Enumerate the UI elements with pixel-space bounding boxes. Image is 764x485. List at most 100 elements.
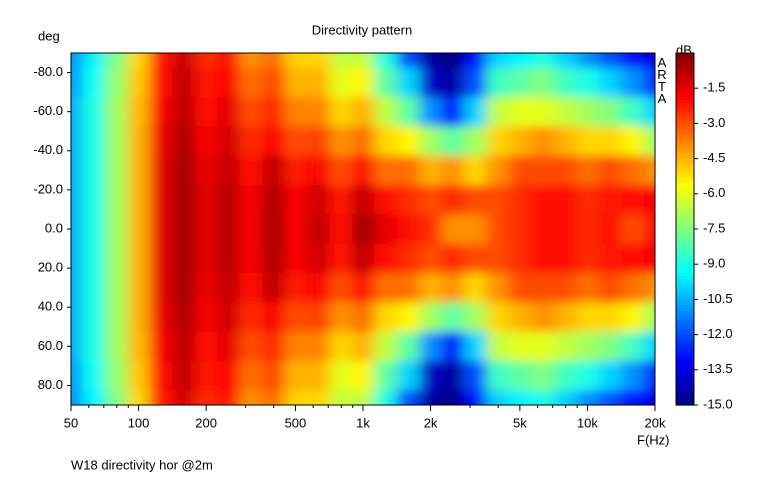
heatmap-cell [329, 67, 353, 98]
heatmap-cell [127, 302, 150, 333]
heatmap-cell [373, 273, 398, 303]
colorbar-swatch [676, 231, 694, 236]
y-tick-label: 60.0 [38, 338, 63, 353]
heatmap-cell [621, 273, 645, 303]
heatmap-cell [217, 53, 240, 69]
heatmap-cell [644, 361, 655, 391]
heatmap-cell [373, 214, 398, 245]
colorbar-swatch [676, 176, 694, 180]
heatmap-cell [217, 67, 240, 98]
heatmap-cell [463, 67, 487, 98]
y-tick-label: -60.0 [33, 103, 63, 118]
heatmap-cell [576, 126, 599, 157]
colorbar-swatch [676, 331, 694, 336]
heatmap-cell [531, 126, 555, 157]
heatmap-cell [284, 243, 308, 274]
heatmap-cell [306, 361, 331, 391]
heatmap-cell [486, 273, 510, 303]
heatmap-cell [531, 302, 555, 333]
heatmap-cell [373, 302, 398, 333]
heatmap-cell [172, 214, 196, 245]
heatmap-cell [172, 302, 196, 333]
colorbar-swatch [676, 155, 694, 160]
colorbar-swatch [676, 223, 694, 227]
heatmap-cell [441, 361, 465, 391]
heatmap-cell [531, 243, 555, 274]
heatmap-cell [82, 214, 106, 245]
heatmap-cell [306, 390, 331, 405]
heatmap-cell [576, 155, 599, 186]
heatmap-cell [329, 361, 353, 391]
colorbar-swatch [676, 64, 694, 69]
colorbar-swatch [676, 132, 694, 136]
heatmap-cell [531, 214, 555, 245]
heatmap-cell [71, 273, 83, 303]
heatmap-cell [419, 302, 442, 333]
x-tick-label: 1k [356, 415, 370, 430]
colorbar-swatch [676, 346, 694, 350]
heatmap-cell [441, 273, 465, 303]
heatmap-cell [486, 97, 510, 127]
colorbar-swatch [676, 102, 694, 107]
heatmap-cell [172, 273, 196, 303]
heatmap-cell [576, 214, 599, 245]
heatmap-cell [149, 214, 173, 245]
heatmap-cell [172, 185, 196, 215]
heatmap-cell [419, 97, 442, 127]
colorbar-swatch [676, 79, 694, 83]
heatmap-cell [644, 185, 655, 215]
heatmap-cell [127, 243, 150, 274]
colorbar-swatch [676, 190, 694, 195]
heatmap-cell [621, 185, 645, 215]
heatmap-cell [576, 67, 599, 98]
heatmap-cell [509, 126, 532, 157]
heatmap-cell [486, 155, 510, 186]
heatmap-cell [441, 97, 465, 127]
heatmap-cell [195, 273, 218, 303]
colorbar-swatch [676, 143, 694, 148]
heatmap-cell [509, 53, 532, 69]
colorbar: -1.5 -3.0 -4.5 -6.0 -7.5 -9.0 -10.5 -12.0 -13.5 -… [675, 52, 733, 411]
heatmap-cell [531, 97, 555, 127]
colorbar-swatch [676, 187, 694, 192]
colorbar-swatch [676, 85, 694, 89]
heatmap-cell [576, 243, 599, 274]
colorbar-swatch [676, 402, 694, 406]
heatmap-cell [306, 185, 331, 215]
colorbar-swatch [676, 334, 694, 339]
heatmap-cell [621, 361, 645, 391]
heatmap-cell [419, 243, 442, 274]
heatmap-cell [71, 361, 83, 391]
heatmap-cell [105, 155, 129, 186]
heatmap-cell [217, 185, 240, 215]
colorbar-swatch [676, 299, 694, 303]
heatmap-cell [217, 331, 240, 362]
heatmap-cell [352, 273, 375, 303]
heatmap-cell [554, 331, 578, 362]
heatmap-cell [82, 155, 106, 186]
colorbar-swatch [676, 164, 694, 168]
heatmap-cell [217, 214, 240, 245]
heatmap-cell [284, 53, 308, 69]
heatmap-cell [396, 331, 421, 362]
x-tick-label: 10k [577, 415, 598, 430]
heatmap-cell [644, 243, 655, 274]
heatmap-cell [284, 273, 308, 303]
colorbar-swatch [676, 76, 694, 80]
heatmap-cell [396, 185, 421, 215]
colorbar-swatch [676, 363, 694, 368]
colorbar-swatch [676, 340, 694, 344]
heatmap-cell [554, 53, 578, 69]
colorbar-swatch [676, 243, 694, 248]
heatmap-cell [149, 67, 173, 98]
heatmap-cell [463, 185, 487, 215]
heatmap-cell [531, 331, 555, 362]
heatmap-cell [306, 273, 331, 303]
heatmap-cell [262, 185, 286, 215]
colorbar-tick-label: -10.5 [703, 291, 733, 306]
colorbar-swatch [676, 355, 694, 359]
heatmap-cell [71, 155, 83, 186]
colorbar-swatch [676, 202, 694, 207]
heatmap-cell [644, 302, 655, 333]
heatmap-cell [127, 273, 150, 303]
